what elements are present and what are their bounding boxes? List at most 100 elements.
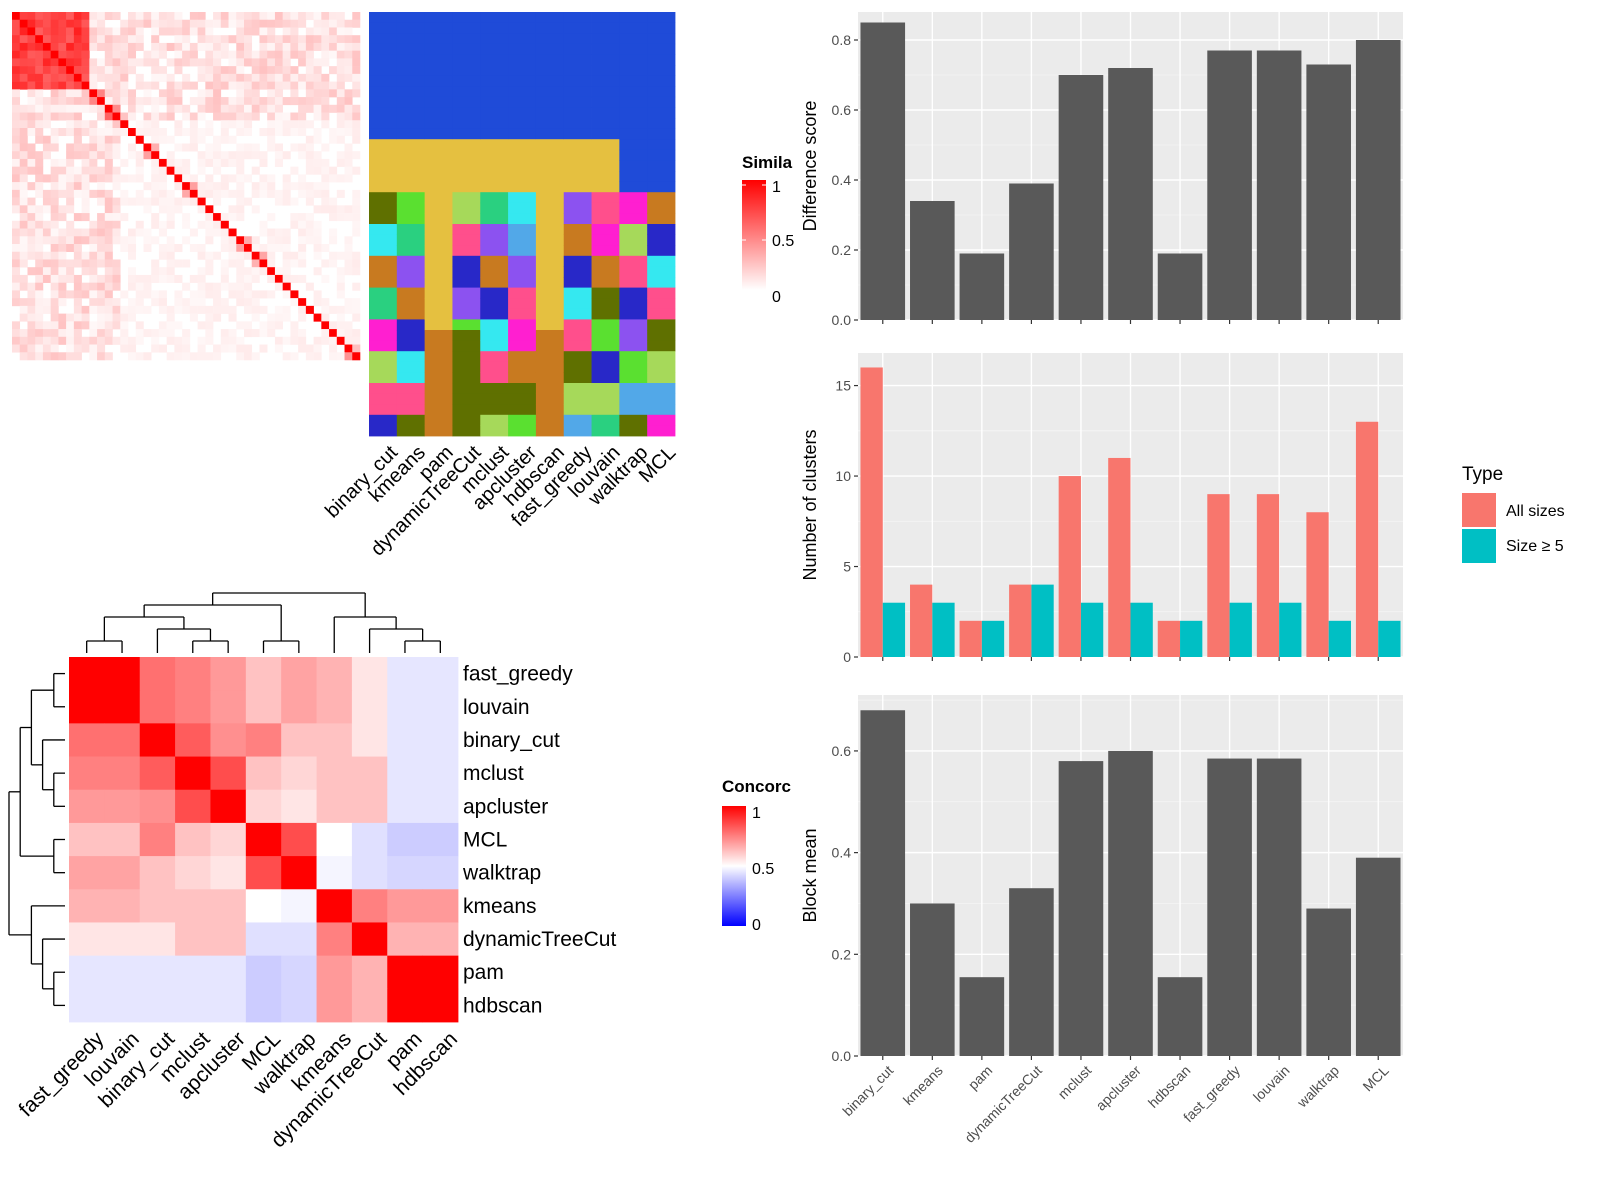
similarity-cell xyxy=(50,290,59,299)
similarity-cell xyxy=(12,267,21,276)
concordance-heatmap xyxy=(69,657,459,1023)
concordance-cell-mcl-apcluster xyxy=(210,822,247,857)
similarity-cell xyxy=(336,321,345,330)
similarity-cell xyxy=(189,143,198,152)
similarity-cell xyxy=(50,344,59,353)
similarity-cell xyxy=(89,189,98,198)
similarity-cell xyxy=(267,329,276,338)
similarity-cell xyxy=(213,81,222,90)
similarity-cell xyxy=(66,290,75,299)
similarity-cell xyxy=(329,336,338,345)
similarity-cell xyxy=(352,329,361,338)
similarity-cell xyxy=(73,352,82,361)
assignment-cell-fast-greedy xyxy=(563,266,592,278)
similarity-cell xyxy=(205,305,214,314)
assignment-cell-mclust xyxy=(480,65,509,76)
concordance-cell-apcluster-louvain xyxy=(104,789,141,824)
similarity-cell xyxy=(189,274,198,283)
similarity-cell xyxy=(112,197,121,206)
similarity-cell xyxy=(97,151,106,160)
similarity-cell xyxy=(112,228,121,237)
similarity-cell xyxy=(120,128,129,137)
similarity-cell xyxy=(35,336,44,345)
similarity-cell xyxy=(42,259,51,268)
concordance-cell-pam-mclust xyxy=(175,955,211,990)
assignment-cell-walktrap xyxy=(619,160,648,172)
similarity-cell xyxy=(128,50,137,59)
similarity-cell xyxy=(58,205,67,214)
assignment-cell-kmeans xyxy=(396,171,426,182)
assignment-cell-louvain xyxy=(591,298,620,310)
similarity-cell xyxy=(336,58,345,67)
similarity-cell xyxy=(244,290,253,299)
similarity-cell xyxy=(128,58,137,67)
bar-apcluster xyxy=(1108,68,1153,320)
similarity-cell xyxy=(151,19,160,28)
similarity-cell xyxy=(89,336,98,345)
similarity-cell xyxy=(267,228,276,237)
similarity-cell xyxy=(35,259,44,268)
similarity-cell xyxy=(66,66,75,75)
similarity-cell xyxy=(251,305,260,314)
assignment-cell-fast-greedy xyxy=(563,86,592,98)
similarity-cell xyxy=(128,128,137,137)
similarity-cell xyxy=(158,182,167,191)
similarity-cell xyxy=(143,182,152,191)
similarity-cell xyxy=(205,158,214,167)
similarity-cell xyxy=(66,97,75,106)
similarity-cell xyxy=(174,81,183,90)
similarity-cell xyxy=(244,174,253,183)
similarity-cell xyxy=(58,174,67,183)
assignment-cell-hdbscan xyxy=(535,86,565,98)
similarity-cell xyxy=(344,166,353,175)
assignment-cell-hdbscan xyxy=(535,149,565,161)
assignment-cell-apcluster xyxy=(508,213,537,225)
similarity-cell xyxy=(182,329,191,338)
assignment-cell-fast-greedy xyxy=(563,361,592,373)
similarity-cell xyxy=(35,189,44,198)
assignment-cell-apcluster xyxy=(508,330,537,341)
assignment-cell-kmeans xyxy=(396,75,426,87)
similarity-cell xyxy=(313,244,322,253)
similarity-cell xyxy=(89,236,98,245)
similarity-cell xyxy=(336,290,345,299)
similarity-cell xyxy=(27,352,36,361)
similarity-cell xyxy=(35,228,44,237)
assignment-cell-apcluster xyxy=(508,266,537,278)
assignment-cell-apcluster xyxy=(508,54,537,66)
similarity-cell xyxy=(128,197,137,206)
similarity-cell xyxy=(282,251,291,260)
similarity-cell xyxy=(166,259,175,268)
similarity-cell xyxy=(352,58,361,67)
similarity-cell xyxy=(290,81,299,90)
similarity-cell xyxy=(213,104,222,113)
similarity-cell xyxy=(158,50,167,59)
similarity-cell xyxy=(352,50,361,59)
similarity-cell xyxy=(298,104,307,113)
similarity-cell xyxy=(197,274,206,283)
similarity-cell xyxy=(220,81,229,90)
assignment-cell-hdbscan xyxy=(535,425,565,437)
similarity-cell xyxy=(128,282,137,291)
similarity-cell xyxy=(50,27,59,36)
concordance-row-label-mclust: mclust xyxy=(463,762,524,785)
similarity-cell xyxy=(274,344,283,353)
assignment-cell-dynamictreecut xyxy=(452,139,481,151)
assignment-cell-pam xyxy=(424,383,453,394)
similarity-cell xyxy=(97,298,106,307)
similarity-cell xyxy=(205,251,214,260)
similarity-cell xyxy=(143,12,152,21)
assignment-cell-fast-greedy xyxy=(563,330,592,341)
similarity-cell xyxy=(42,104,51,113)
similarity-cell xyxy=(251,274,260,283)
similarity-cell xyxy=(158,197,167,206)
similarity-cell xyxy=(143,89,152,98)
similarity-cell xyxy=(50,205,59,214)
similarity-cell xyxy=(236,274,245,283)
similarity-cell xyxy=(19,197,28,206)
similarity-cell xyxy=(12,120,21,129)
similarity-cell xyxy=(197,112,206,121)
similarity-cell xyxy=(120,58,129,67)
similarity-cell xyxy=(73,298,82,307)
similarity-cell xyxy=(321,35,330,44)
